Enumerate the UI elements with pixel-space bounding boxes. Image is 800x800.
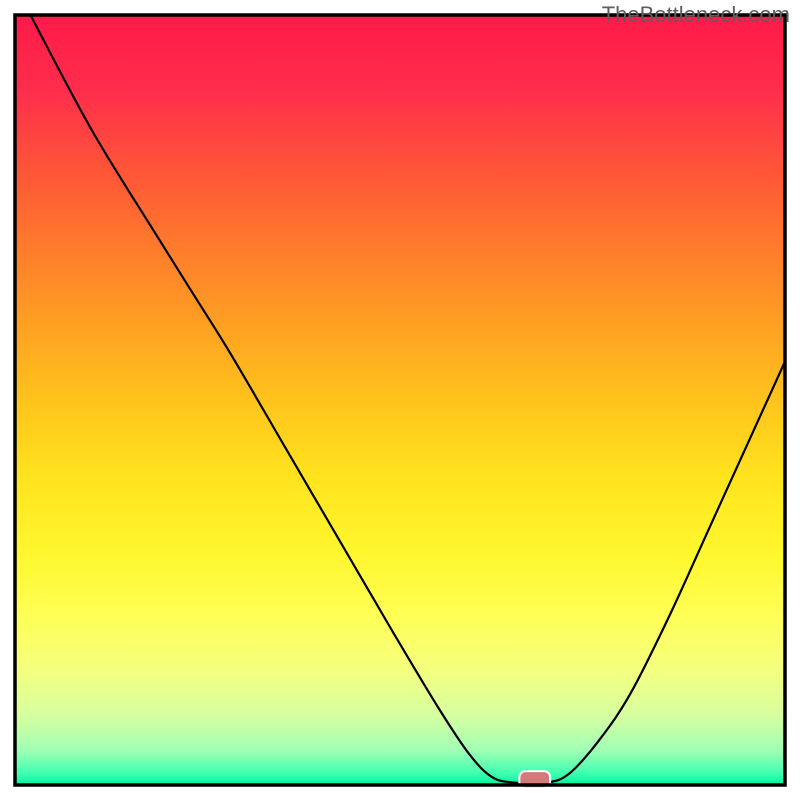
plot-background xyxy=(15,15,785,785)
bottleneck-chart xyxy=(0,0,800,800)
watermark-label: TheBottleneck.com xyxy=(602,2,790,28)
chart-container: TheBottleneck.com xyxy=(0,0,800,800)
